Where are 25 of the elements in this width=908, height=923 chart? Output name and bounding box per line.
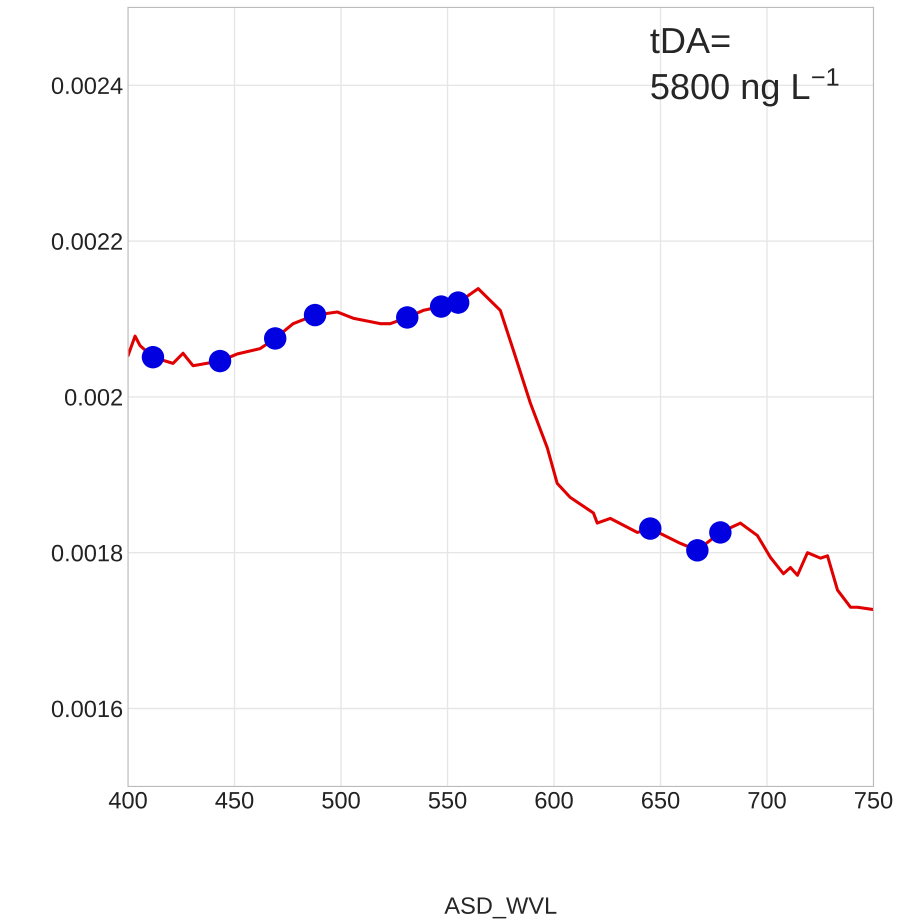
point: [639, 517, 662, 540]
y-tick-label: 0.0024: [52, 77, 122, 94]
point: [208, 350, 232, 372]
x-tick-label: 400: [108, 792, 147, 809]
x-tick-label: 500: [322, 792, 360, 809]
point: [686, 539, 709, 562]
x-tick-label: 600: [536, 792, 573, 809]
x-axis-title: ASD_WVL: [444, 897, 556, 918]
point: [446, 291, 470, 314]
x-tick-label: 550: [428, 792, 466, 809]
line-series: [128, 287, 874, 612]
annotation: tDA= 5800 ng L$^{−1}$: [650, 28, 838, 107]
x-tick-label: 450: [215, 792, 254, 809]
y-tick-label: 0.0016: [52, 700, 122, 718]
point: [709, 521, 732, 544]
y-tick-label: 0.002: [65, 388, 122, 406]
point: [142, 346, 164, 368]
point: [264, 327, 286, 350]
x-tick-label: 750: [855, 792, 892, 809]
x-tick-label: 700: [748, 792, 786, 809]
point: [396, 306, 418, 329]
x-tick-label: 650: [642, 792, 680, 809]
point: [304, 304, 326, 326]
y-tick-label: 0.0022: [52, 233, 122, 250]
y-tick-label: 0.0018: [52, 544, 122, 562]
